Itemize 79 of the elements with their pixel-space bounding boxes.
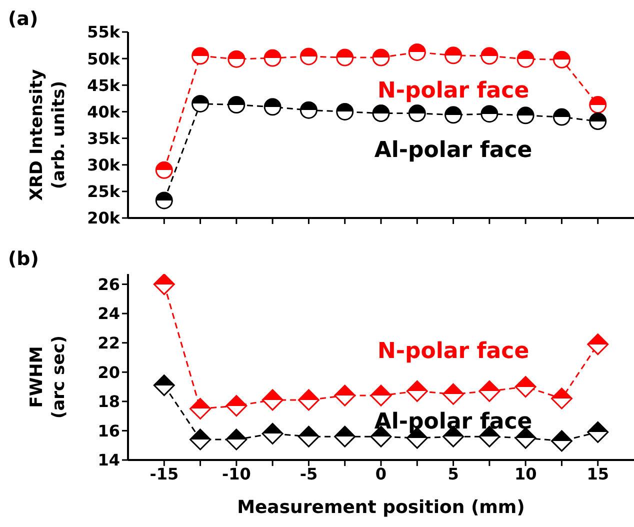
series-label: N-polar face [377,339,530,364]
point [552,50,570,68]
point [589,96,607,114]
y-tick-label: 16 [98,421,120,440]
point [442,383,464,405]
y-axis-title: XRD Intensity (arb. units) [26,69,70,201]
point [589,112,607,130]
point [444,46,462,64]
y-tick-label: 26 [98,274,120,294]
point [336,48,354,66]
y-tick-label: 22 [98,334,120,353]
x-tick-label: -10 [222,464,251,484]
x-tick-label: 5 [448,464,459,484]
point [550,388,572,410]
x-tick-label: 0 [375,464,387,484]
point [155,192,173,210]
point [190,428,212,450]
point [408,43,426,61]
point [226,395,248,417]
chart-title: (b) [8,248,39,270]
y-axis-title: FWHM (arc sec) [26,335,70,419]
chart-title: (a) [8,8,38,30]
point [372,104,390,122]
y-tick-label: 50k [87,49,120,68]
point [552,108,570,126]
point [514,427,536,449]
point [370,384,392,406]
point [478,380,500,402]
y-tick-label: 45k [87,76,120,95]
point [228,50,246,68]
point [192,94,210,112]
point [514,376,536,398]
point [264,98,282,116]
y-tick-label: 55k [87,22,120,42]
point [587,334,609,356]
point [516,50,534,68]
series-label: Al-polar face [374,138,532,163]
point [153,374,175,396]
y-tick-label: 18 [98,392,120,412]
series-label: Al-polar face [374,410,532,435]
y-tick-label: 30k [87,156,120,175]
point [298,389,320,411]
point [264,49,282,67]
y-tick-label: 14 [98,450,120,470]
point [192,47,210,65]
point [408,104,426,122]
y-tick-label: 35k [87,128,120,148]
y-tick-label: 24 [98,304,120,324]
y-tick-label: 20 [98,362,120,382]
point [480,105,498,123]
point [334,384,356,406]
point [153,274,175,295]
point [406,380,428,402]
point [300,101,318,119]
point [516,106,534,124]
point [372,48,390,66]
point [587,421,609,443]
point [262,422,284,444]
point [300,48,318,66]
x-tick-label: -5 [300,464,318,484]
point [444,106,462,124]
point [190,398,212,420]
point [155,161,173,179]
y-tick-label: 40k [87,102,120,122]
point [262,389,284,411]
point [298,426,320,448]
y-tick-label: 25k [87,182,120,202]
x-axis-title: Measurement position (mm) [236,497,526,518]
series-label: N-polar face [377,78,530,104]
point [550,430,572,452]
point [336,102,354,120]
x-tick-label: -15 [150,464,179,484]
x-tick-label: 15 [586,464,609,484]
x-tick-label: 10 [514,464,537,484]
point [334,426,356,448]
point [480,47,498,65]
point [228,96,246,114]
point [226,428,248,450]
y-tick-label: 20k [87,208,120,228]
